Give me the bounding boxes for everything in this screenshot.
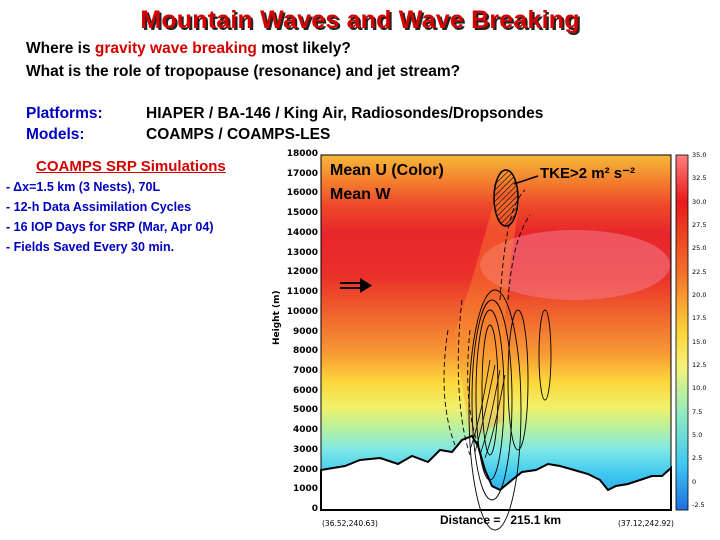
y-tick-label: 9000 xyxy=(292,326,318,337)
y-tick-label: 15000 xyxy=(286,208,318,219)
left-coordinate: (36.52,240.63) xyxy=(322,519,378,528)
question-2: What is the role of tropopause (resonanc… xyxy=(26,63,461,80)
page-title: Mountain Waves and Wave Breaking xyxy=(140,6,580,34)
mean-u-label: Mean U (Color) xyxy=(330,162,444,179)
y-tick-label: 7000 xyxy=(292,365,318,376)
colorbar-tick-label: 10.0 xyxy=(692,384,707,393)
platforms-value: HIAPER / BA-146 / King Air, Radiosondes/… xyxy=(146,105,544,122)
colorbar-tick-label: 25.0 xyxy=(692,244,707,253)
y-tick-label: 16000 xyxy=(286,188,318,199)
y-tick-label: 0 xyxy=(311,504,318,514)
y-tick-label: 12000 xyxy=(286,267,318,278)
colorbar-tick-label: 7.5 xyxy=(692,407,703,416)
colorbar-tick-label: 15.0 xyxy=(692,337,707,346)
y-tick-label: 18000 xyxy=(286,149,318,159)
y-axis-label: Height (m) xyxy=(272,290,282,345)
y-tick-label: 3000 xyxy=(292,444,318,455)
terrain xyxy=(320,434,672,511)
simulation-bullet: - Fields Saved Every 30 min. xyxy=(6,240,175,254)
right-coordinate: (37.12,242.92) xyxy=(618,519,674,528)
y-tick-label: 4000 xyxy=(292,425,318,436)
colorbar-tick-label: 32.5 xyxy=(692,174,707,183)
y-tick-label: 17000 xyxy=(286,168,318,179)
y-tick-label: 2000 xyxy=(292,464,318,475)
tke-pointer xyxy=(513,175,539,185)
colorbar-tick-label: 2.5 xyxy=(692,454,703,463)
y-tick-label: 5000 xyxy=(292,405,318,416)
models-label: Models: xyxy=(26,126,85,143)
colorbar-tick-label: 17.5 xyxy=(692,314,707,323)
cross-section-plot xyxy=(320,154,689,531)
colorbar-tick-label: 30.0 xyxy=(692,197,707,206)
jet-anomaly xyxy=(480,230,670,300)
y-tick-label: 8000 xyxy=(292,346,318,357)
question-1-post: most likely? xyxy=(256,40,351,57)
simulations-title: COAMPS SRP Simulations xyxy=(36,158,226,175)
colorbar-tick-label: 35.0 xyxy=(692,151,707,159)
tke-label: TKE>2 m² s⁻² xyxy=(540,165,636,182)
y-tick-label: 14000 xyxy=(286,227,318,238)
colorbar xyxy=(675,154,689,511)
x-axis-label: Distance = 215.1 km xyxy=(440,513,562,527)
simulation-bullet: - Δx=1.5 km (3 Nests), 70L xyxy=(6,180,161,194)
mean-w-label: Mean W xyxy=(330,186,391,203)
wind-arrow-icon xyxy=(340,278,372,293)
colorbar-tick-label: -2.5 xyxy=(692,501,705,509)
platforms-label: Platforms: xyxy=(26,105,103,122)
y-tick-label: 1000 xyxy=(292,484,318,495)
y-tick-label: 11000 xyxy=(286,287,318,298)
y-tick-label: 6000 xyxy=(292,385,318,396)
colorbar-tick-label: 0 xyxy=(692,477,697,486)
tke-region xyxy=(493,169,519,227)
simulation-bullet: - 12-h Data Assimilation Cycles xyxy=(6,200,192,214)
question-1: Where is gravity wave breaking most like… xyxy=(26,40,351,58)
simulation-bullet: - 16 IOP Days for SRP (Mar, Apr 04) xyxy=(6,220,214,234)
question-1-pre: Where is xyxy=(26,40,95,57)
plot-frame xyxy=(320,154,672,511)
colorbar-tick-label: 5.0 xyxy=(692,431,703,439)
colorbar-tick-label: 20.0 xyxy=(692,291,707,299)
colorbar-tick-label: 27.5 xyxy=(692,221,707,229)
question-1-highlight: gravity wave breaking xyxy=(94,40,257,57)
y-tick-label: 13000 xyxy=(286,247,318,258)
y-tick-label: 10000 xyxy=(286,306,318,317)
colorbar-tick-label: 22.5 xyxy=(692,267,707,276)
colorbar-tick-label: 12.5 xyxy=(692,361,707,369)
models-value: COAMPS / COAMPS-LES xyxy=(146,126,331,143)
